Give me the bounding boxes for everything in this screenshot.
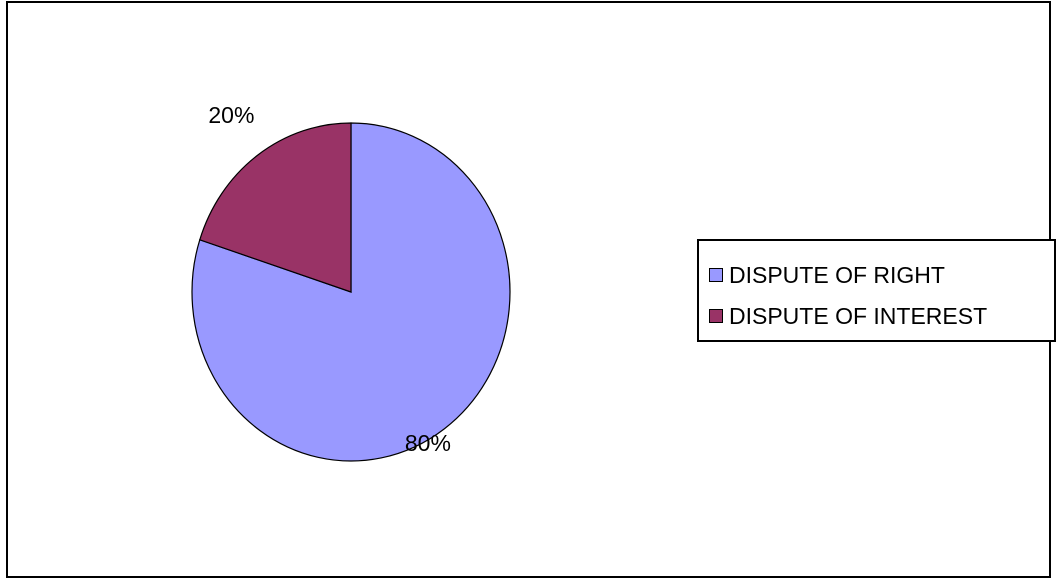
legend-swatch-dispute-of-right xyxy=(709,268,723,282)
pie-slice-dispute-of-interest xyxy=(199,122,352,293)
legend: DISPUTE OF RIGHT DISPUTE OF INTEREST xyxy=(697,239,1056,342)
legend-item-dispute-of-interest: DISPUTE OF INTEREST xyxy=(709,301,987,331)
legend-label-dispute-of-right: DISPUTE OF RIGHT xyxy=(729,262,945,288)
legend-label-dispute-of-interest: DISPUTE OF INTEREST xyxy=(729,303,988,329)
data-label-dispute-of-interest: 20% xyxy=(208,102,254,128)
legend-swatch-dispute-of-interest xyxy=(709,309,723,323)
pie-slice-dispute-of-right xyxy=(191,122,511,462)
legend-item-dispute-of-right: DISPUTE OF RIGHT xyxy=(709,260,945,290)
data-label-dispute-of-right: 80% xyxy=(405,430,451,456)
